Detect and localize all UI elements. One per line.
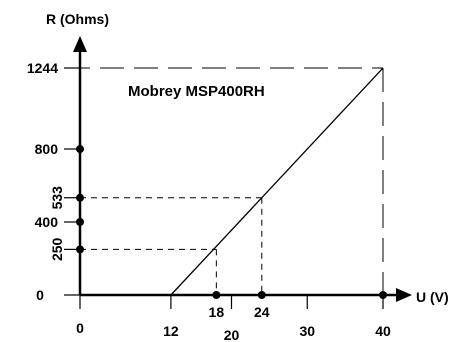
- marker-dot: [212, 291, 221, 299]
- y-tick-label: 533: [49, 186, 65, 210]
- x-tick-label: 30: [299, 323, 315, 339]
- y-axis-title: R (Ohms): [46, 11, 109, 27]
- marker-dot: [76, 193, 84, 202]
- series-layer: [170, 67, 384, 296]
- axes: [73, 36, 412, 302]
- x-tick-label: 0: [76, 320, 84, 336]
- marker-dots: [76, 145, 387, 299]
- x-tick-label: 12: [163, 323, 179, 339]
- marker-dot: [257, 291, 266, 299]
- y-axis-arrowhead: [73, 36, 87, 52]
- x-tick-label: 40: [375, 323, 391, 339]
- x-axis-arrowhead: [396, 288, 412, 302]
- chart-title: Mobrey MSP400RH: [128, 83, 265, 100]
- series-line: [170, 67, 384, 296]
- marker-dot: [76, 245, 84, 254]
- x-axis-title: U (V): [416, 289, 449, 305]
- x-tick-label: 20: [224, 327, 240, 342]
- y-tick-label: 250: [49, 237, 65, 261]
- y-tick-label: 800: [35, 141, 59, 157]
- ticks: [64, 67, 384, 309]
- marker-dot: [76, 218, 84, 227]
- marker-dot: [379, 291, 387, 299]
- reference-lines: [66, 67, 384, 295]
- y-tick-label: 1244: [27, 60, 58, 76]
- x-marked-label: 24: [254, 304, 270, 320]
- y-tick-label: 400: [35, 214, 59, 230]
- marker-dot: [76, 145, 84, 154]
- y-tick-label: 0: [36, 287, 44, 303]
- x-marked-label: 18: [209, 304, 225, 320]
- tick-labels: 0 250 400 533 800 1244 18 24 0 12 20 30 40: [27, 60, 391, 342]
